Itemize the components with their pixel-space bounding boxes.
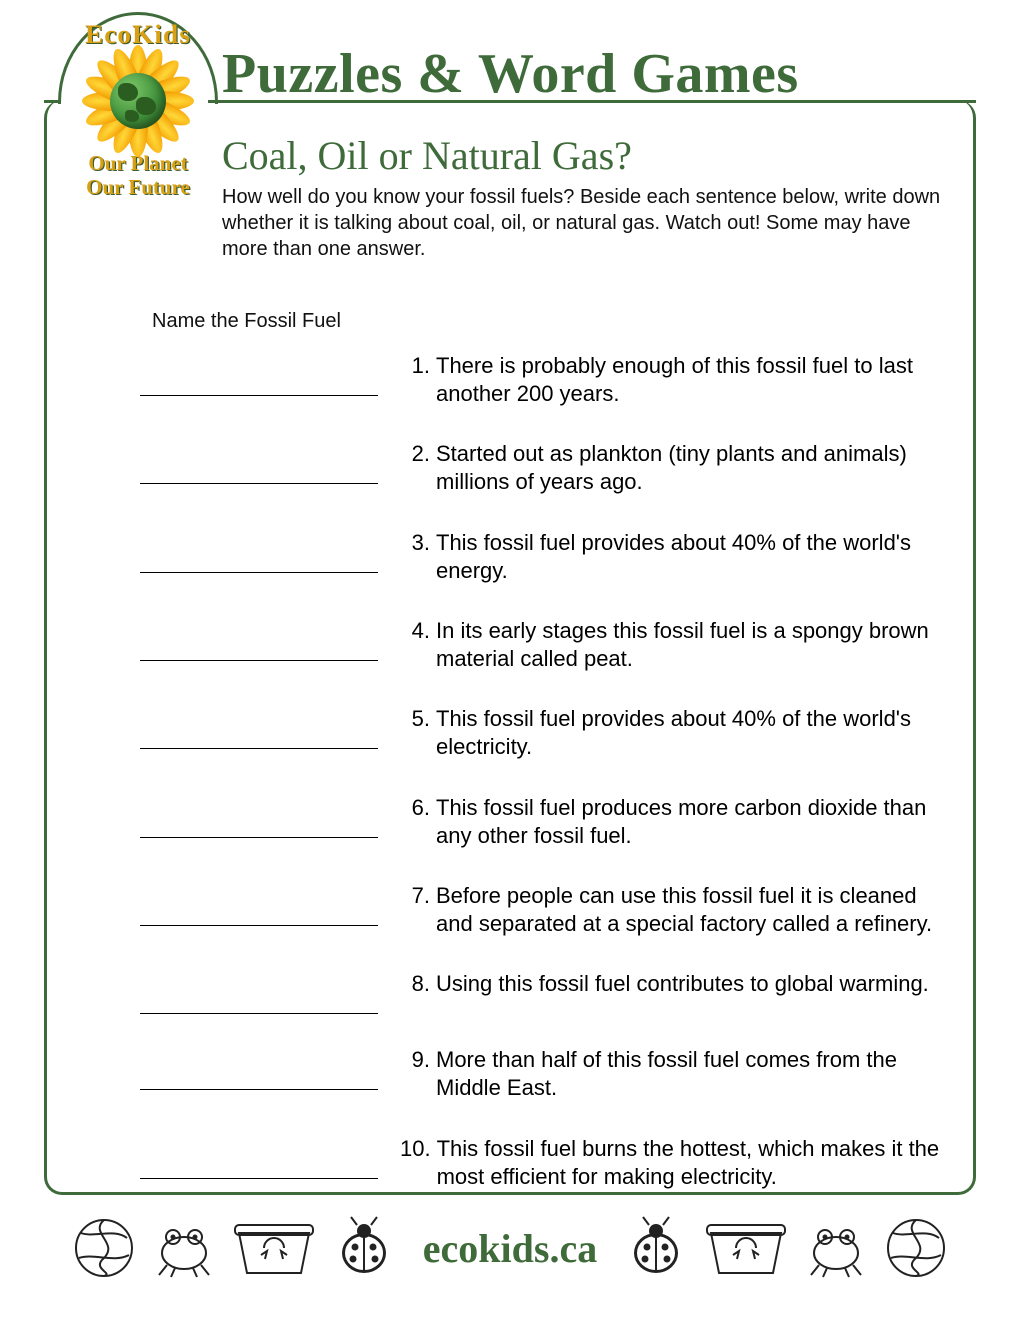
question-row: 1. There is probably enough of this foss… xyxy=(140,352,950,408)
question-text: More than half of this fossil fuel comes… xyxy=(436,1046,950,1102)
question-row: 3. This fossil fuel provides about 40% o… xyxy=(140,529,950,585)
footer-url: ecokids.ca xyxy=(423,1225,597,1272)
question-row: 4. In its early stages this fossil fuel … xyxy=(140,617,950,673)
question-row: 2. Started out as plankton (tiny plants … xyxy=(140,440,950,496)
question-row: 9. More than half of this fossil fuel co… xyxy=(140,1046,950,1102)
instructions-text: How well do you know your fossil fuels? … xyxy=(222,184,952,262)
tagline-line: Our Future xyxy=(86,175,190,199)
question-row: 10. This fossil fuel burns the hottest, … xyxy=(140,1135,950,1191)
sunflower-globe-icon xyxy=(83,46,193,156)
answer-blank[interactable] xyxy=(140,1064,378,1090)
question-text: This fossil fuel produces more carbon di… xyxy=(436,794,950,850)
globe-swirl-icon xyxy=(69,1213,139,1283)
question-number: 9. xyxy=(400,1046,430,1074)
brand-tagline: Our Planet Our Future xyxy=(58,152,218,199)
question-text: There is probably enough of this fossil … xyxy=(436,352,950,408)
question-number: 3. xyxy=(400,529,430,557)
question-text: This fossil fuel burns the hottest, whic… xyxy=(437,1135,950,1191)
recycle-bin-icon xyxy=(229,1213,319,1283)
logo-area: EcoKids Our Planet Our Future xyxy=(58,20,218,199)
answer-blank[interactable] xyxy=(140,988,378,1014)
answer-blank[interactable] xyxy=(140,723,378,749)
answer-blank[interactable] xyxy=(140,1153,378,1179)
answer-blank[interactable] xyxy=(140,370,378,396)
question-number: 6. xyxy=(400,794,430,822)
question-text: Using this fossil fuel contributes to gl… xyxy=(436,970,950,998)
page-title: Puzzles & Word Games xyxy=(222,42,799,106)
question-number: 2. xyxy=(400,440,430,468)
question-number: 5. xyxy=(400,705,430,733)
frog-icon xyxy=(149,1213,219,1283)
frog-icon xyxy=(801,1213,871,1283)
recycle-bin-icon xyxy=(701,1213,791,1283)
answer-blank[interactable] xyxy=(140,458,378,484)
question-row: 6. This fossil fuel produces more carbon… xyxy=(140,794,950,850)
globe-swirl-icon xyxy=(881,1213,951,1283)
question-row: 5. This fossil fuel provides about 40% o… xyxy=(140,705,950,761)
ladybug-icon xyxy=(329,1213,399,1283)
question-number: 7. xyxy=(400,882,430,910)
question-row: 8. Using this fossil fuel contributes to… xyxy=(140,970,950,1014)
questions-list: 1. There is probably enough of this foss… xyxy=(140,352,950,1223)
question-row: 7. Before people can use this fossil fue… xyxy=(140,882,950,938)
section-label: Name the Fossil Fuel xyxy=(152,310,341,333)
question-text: Started out as plankton (tiny plants and… xyxy=(436,440,950,496)
question-text: This fossil fuel provides about 40% of t… xyxy=(436,705,950,761)
answer-blank[interactable] xyxy=(140,812,378,838)
question-number: 10. xyxy=(400,1135,431,1163)
answer-blank[interactable] xyxy=(140,547,378,573)
answer-blank[interactable] xyxy=(140,635,378,661)
question-number: 1. xyxy=(400,352,430,380)
question-text: Before people can use this fossil fuel i… xyxy=(436,882,950,938)
question-text: In its early stages this fossil fuel is … xyxy=(436,617,950,673)
question-text: This fossil fuel provides about 40% of t… xyxy=(436,529,950,585)
page-subtitle: Coal, Oil or Natural Gas? xyxy=(222,132,632,179)
question-number: 4. xyxy=(400,617,430,645)
footer: ecokids.ca xyxy=(44,1208,976,1288)
ladybug-icon xyxy=(621,1213,691,1283)
answer-blank[interactable] xyxy=(140,900,378,926)
question-number: 8. xyxy=(400,970,430,998)
